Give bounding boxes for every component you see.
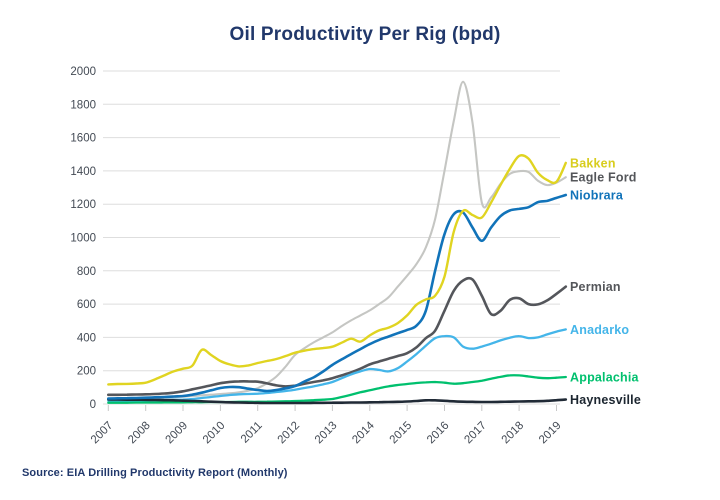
y-axis-tick-label: 1600: [70, 133, 96, 145]
y-axis-tick-label: 2000: [70, 66, 96, 78]
y-axis-tick-label: 400: [77, 332, 96, 344]
series-label-niobrara: Niobrara: [570, 189, 624, 203]
chart-title: Oil Productivity Per Rig (bpd): [229, 24, 501, 45]
x-axis-tick-label: 2010: [201, 420, 228, 447]
series-line-anadarko: [107, 328, 567, 402]
series-label-bakken: Bakken: [570, 156, 616, 170]
series-label-anadarko: Anadarko: [570, 323, 629, 337]
x-axis-tick-label: 2007: [89, 420, 116, 447]
series-label-eagle-ford: Eagle Ford: [570, 171, 637, 185]
x-axis-tick-label: 2014: [350, 419, 377, 446]
y-axis-tick-label: 1800: [70, 99, 96, 111]
productivity-line-chart: 0 200 400 600 800 1000 1200 1400 1600 1800 2000 200…: [70, 66, 641, 447]
y-axis-tick-label: 1200: [70, 199, 96, 211]
series-line-permian: [107, 276, 568, 397]
x-axis-tick-label: 2008: [126, 420, 153, 447]
series-label-appalachia: Appalachia: [570, 371, 640, 385]
series-line-appalachia: [107, 374, 567, 404]
x-axis-tick-label: 2009: [164, 420, 191, 447]
series-label-permian: Permian: [570, 280, 621, 294]
x-axis-tick-label: 2011: [239, 420, 265, 446]
x-axis-tick-label: 2017: [462, 420, 489, 447]
series-label-haynesville: Haynesville: [570, 393, 641, 407]
y-axis-tick-label: 800: [77, 266, 96, 278]
y-axis-tick-label: 200: [77, 366, 96, 378]
x-axis-tick-label: 2013: [313, 420, 340, 447]
x-axis-tick-label: 2016: [425, 420, 452, 447]
y-axis-tick-label: 600: [77, 299, 96, 311]
series-line-eagle-ford: [107, 80, 567, 401]
y-axis-tick-label: 1400: [70, 166, 96, 178]
series-line-bakken: [107, 154, 567, 386]
source-note: Source: EIA Drilling Productivity Report…: [22, 467, 288, 479]
y-axis-tick-label: 1000: [70, 233, 96, 245]
series-line-haynesville: [107, 398, 568, 405]
x-axis-tick-label: 2018: [500, 420, 527, 447]
x-axis-tick-label: 2015: [388, 420, 415, 447]
x-axis-tick-label: 2019: [537, 420, 564, 447]
series-line-niobrara: [107, 193, 568, 400]
x-axis-tick-label: 2012: [276, 420, 303, 447]
y-axis-tick-label: 0: [90, 399, 96, 411]
